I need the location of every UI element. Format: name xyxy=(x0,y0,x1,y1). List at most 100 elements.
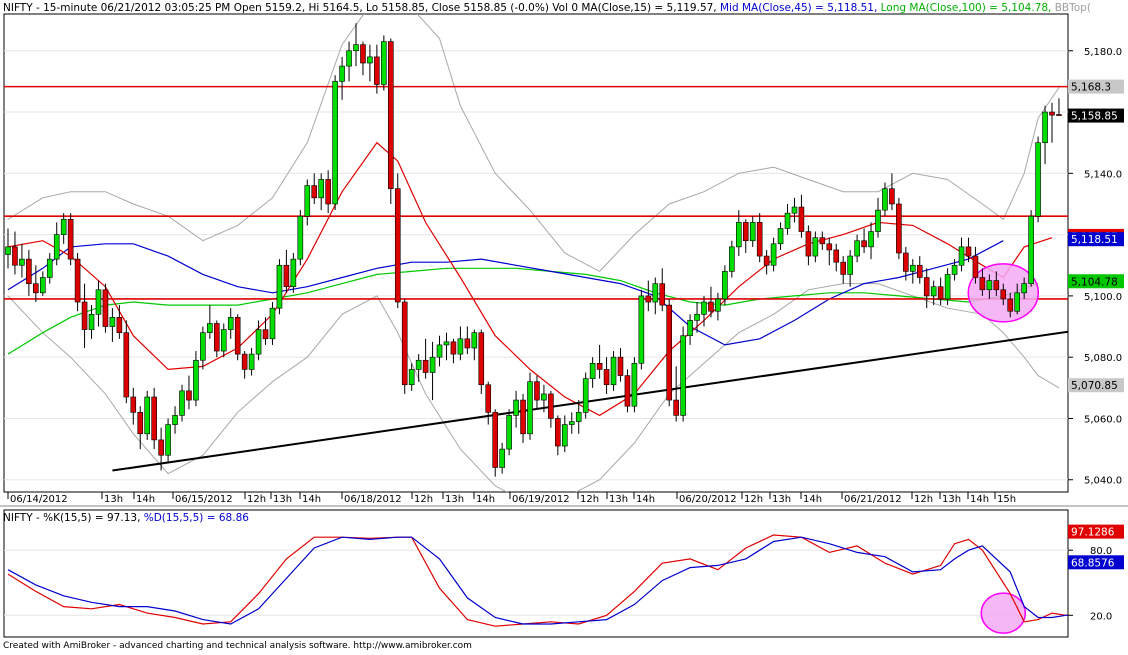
candle-bull xyxy=(381,41,387,85)
price-tag-label: 5,070.85 xyxy=(1071,380,1118,392)
candle-bull xyxy=(575,412,582,422)
candle-bull xyxy=(276,264,283,309)
candle-bull xyxy=(958,246,965,266)
date-label: 13h xyxy=(942,494,961,505)
footer-text: Created with AmiBroker - advanced charti… xyxy=(3,641,472,651)
candlesticks xyxy=(5,23,1062,477)
candle-bear xyxy=(26,258,32,284)
candle-bull xyxy=(457,338,464,355)
candle-bull xyxy=(749,222,756,242)
candle-bull xyxy=(269,307,276,340)
candle-bull xyxy=(722,271,728,300)
candle-bear xyxy=(896,203,902,254)
price-tick-label: 5,040.0 xyxy=(1084,476,1122,487)
candle-bull xyxy=(200,332,206,361)
bollinger-bands xyxy=(7,14,1060,492)
candle-bull xyxy=(729,246,735,272)
candle-bull xyxy=(95,289,102,315)
candle-bull xyxy=(220,329,227,352)
candle-bear xyxy=(798,206,805,232)
date-label: 06/20/2012 xyxy=(679,494,737,505)
candle-bear xyxy=(840,261,847,275)
candle-bear xyxy=(1056,114,1062,116)
candle-bear xyxy=(401,301,408,386)
candle-bull xyxy=(735,222,742,248)
date-label: 14h xyxy=(476,494,495,505)
candle-bull xyxy=(638,295,645,364)
candle-bear xyxy=(617,356,624,376)
candle-bull xyxy=(951,264,958,275)
candle-bear xyxy=(861,240,867,248)
candle-bull xyxy=(589,363,596,379)
candle-bull xyxy=(777,228,784,245)
date-label: 06/15/2012 xyxy=(175,494,233,505)
price-grid xyxy=(4,50,1068,481)
date-label: 13h xyxy=(273,494,292,505)
candle-bull xyxy=(144,396,150,435)
candle-bull xyxy=(53,234,60,260)
price-tag-box xyxy=(1068,108,1124,123)
candle-bear xyxy=(645,295,652,303)
candle-bull xyxy=(499,448,505,468)
candle-bear xyxy=(903,252,909,272)
candle-bull xyxy=(1042,111,1048,143)
candle-bull xyxy=(1028,215,1034,284)
candle-bull xyxy=(1021,283,1027,294)
candle-bull xyxy=(227,317,234,330)
candle-bear xyxy=(756,222,763,257)
candle-bear xyxy=(596,363,603,370)
candle-bear xyxy=(937,286,944,300)
candle-bear xyxy=(311,185,318,199)
stoch-tick-label: 20.0 xyxy=(1090,611,1112,622)
candle-bear xyxy=(158,439,164,456)
stoch-grid xyxy=(4,549,1068,616)
candle-bear xyxy=(123,332,130,398)
date-label: 12h xyxy=(414,494,433,505)
candle-bull xyxy=(847,255,853,275)
candle-bull xyxy=(471,332,478,349)
candle-bull xyxy=(408,369,415,386)
candle-bear xyxy=(450,341,457,355)
candle-bear xyxy=(67,218,74,260)
candle-bull xyxy=(60,218,67,235)
price-tick-label: 5,180.0 xyxy=(1084,47,1122,58)
candle-bull xyxy=(652,283,659,303)
date-axis: 06/14/2012 13h 14h 06/15/2012 12h 13h 14h 06/18… xyxy=(7,492,1016,505)
candle-bear xyxy=(374,56,380,85)
candle-bull xyxy=(443,341,450,346)
price-tick-label: 5,140.0 xyxy=(1084,169,1122,180)
date-label: 13h xyxy=(772,494,791,505)
candle-bull xyxy=(436,344,443,358)
stochastic-pane[interactable] xyxy=(3,509,1069,638)
candle-bear xyxy=(666,304,673,401)
candle-bull xyxy=(290,258,297,288)
candle-bear xyxy=(81,301,88,330)
candle-bull xyxy=(248,353,255,370)
price-tags: 5,168.35,158.855,119.575,118.515,104.785… xyxy=(1068,79,1124,393)
support-resistance-lines xyxy=(4,85,1068,300)
stoch-tag-box xyxy=(1068,555,1124,570)
candle-bear xyxy=(394,188,401,303)
candle-bull xyxy=(19,258,25,266)
candle-bear xyxy=(74,258,81,303)
mid-ma-line xyxy=(7,240,1004,346)
candle-bear xyxy=(923,277,930,297)
candle-bull xyxy=(680,335,686,416)
candle-bull xyxy=(791,206,798,214)
candle-bull xyxy=(506,415,512,450)
candle-bull xyxy=(770,243,777,266)
candle-bear xyxy=(241,353,248,370)
candle-bull xyxy=(582,378,589,413)
stoch-tag-label: 97.1286 xyxy=(1071,527,1115,539)
candle-bull xyxy=(193,359,199,401)
stoch-tag-label: 68.8576 xyxy=(1071,557,1115,569)
candle-bull xyxy=(367,56,373,64)
stoch-tag-box xyxy=(1068,524,1124,539)
candle-bear xyxy=(130,396,137,413)
candle-bull xyxy=(631,363,638,407)
candle-bull xyxy=(715,298,721,312)
candle-bull xyxy=(882,188,888,211)
stoch-axis: 20.0 80.0 xyxy=(1068,546,1112,622)
candle-bear xyxy=(979,277,986,291)
